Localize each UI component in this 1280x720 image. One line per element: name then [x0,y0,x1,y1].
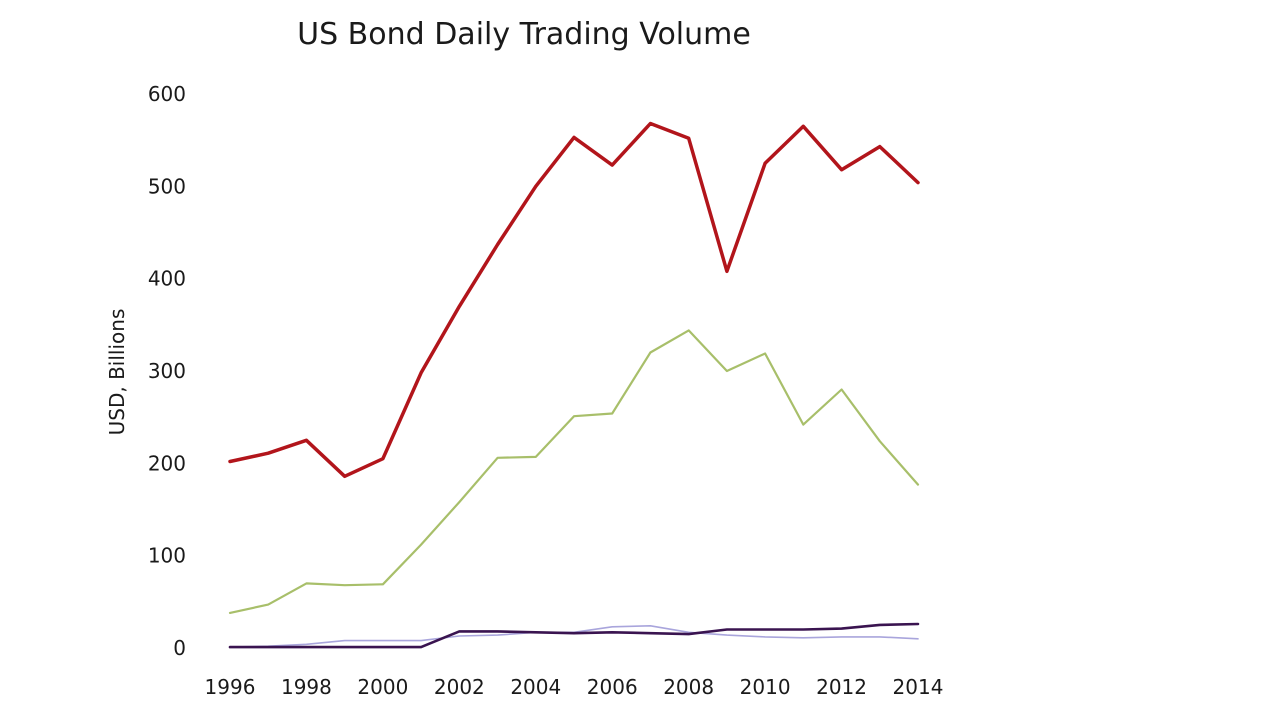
x-tick-label: 2008 [663,675,714,699]
y-tick-label: 400 [148,267,186,291]
x-tick-label: 2000 [357,675,408,699]
y-axis-ticks: 0 100 200 300 400 500 600 [148,82,186,660]
series-line-1 [228,121,920,479]
y-tick-label: 500 [148,174,186,198]
series-line-4 [228,622,920,649]
chart-title: US Bond Daily Trading Volume [297,17,751,52]
y-tick-label: 100 [148,544,186,568]
x-tick-label: 2014 [893,675,944,699]
y-tick-label: 300 [148,359,186,383]
y-tick-label: 0 [173,636,186,660]
y-tick-label: 600 [148,82,186,106]
x-tick-label: 1996 [205,675,256,699]
x-tick-label: 2010 [740,675,791,699]
series-line-2 [228,329,920,615]
y-axis-label: USD, Billions [105,309,129,436]
series-lines [228,121,920,649]
x-tick-label: 2002 [434,675,485,699]
x-axis-ticks: 1996 1998 2000 2002 2004 2006 2008 2010 2012 2014 [205,675,944,699]
x-tick-label: 2006 [587,675,638,699]
x-tick-label: 2012 [816,675,867,699]
x-tick-label: 2004 [510,675,561,699]
y-tick-label: 200 [148,451,186,475]
x-tick-label: 1998 [281,675,332,699]
